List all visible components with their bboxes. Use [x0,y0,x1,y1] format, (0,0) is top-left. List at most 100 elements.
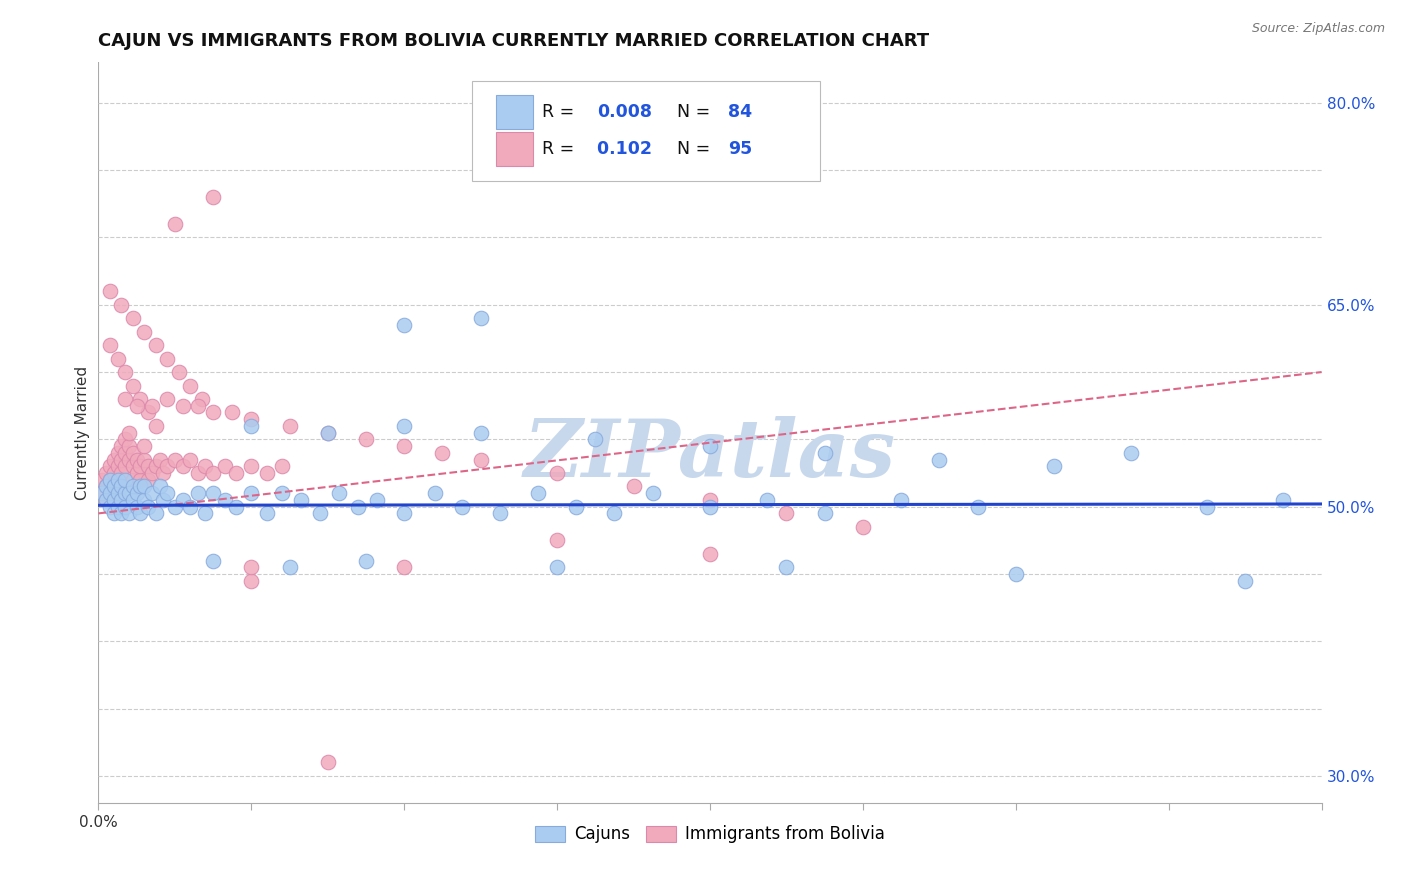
Point [94,492,117,507]
Point [152,492,174,507]
Point [392,318,416,332]
Point [392,560,416,574]
Point [775,507,797,521]
Point [546,533,568,548]
Point [156,392,179,406]
Point [163,452,186,467]
Point [121,378,143,392]
Text: 0.008: 0.008 [598,103,652,121]
Point [583,433,606,447]
Point [623,479,645,493]
Point [1272,492,1295,507]
Text: CAJUN VS IMMIGRANTS FROM BOLIVIA CURRENTLY MARRIED CORRELATION CHART: CAJUN VS IMMIGRANTS FROM BOLIVIA CURRENT… [98,32,929,50]
Point [145,507,167,521]
Point [149,479,172,493]
Point [98,486,121,500]
Point [94,492,117,507]
Point [699,500,721,514]
Point [114,459,136,474]
Point [114,500,136,514]
Point [129,473,152,487]
Text: Source: ZipAtlas.com: Source: ZipAtlas.com [1251,22,1385,36]
Point [1004,566,1026,581]
Point [172,459,194,474]
Point [110,492,132,507]
Point [450,500,472,514]
Point [107,486,129,500]
Point [202,553,225,567]
Point [202,486,225,500]
Point [136,500,159,514]
Point [221,405,243,419]
Point [125,452,148,467]
Point [98,338,121,352]
Point [194,507,217,521]
Point [107,351,129,366]
Point [187,399,209,413]
Point [129,459,152,474]
Point [347,500,370,514]
Point [118,507,141,521]
Point [546,560,568,574]
Point [309,507,332,521]
Point [270,459,294,474]
Point [699,439,721,453]
FancyBboxPatch shape [496,132,533,166]
Point [152,466,174,480]
Point [194,459,217,474]
Point [121,479,143,493]
Point [114,365,136,379]
Point [114,486,136,500]
Point [103,479,125,493]
Point [134,452,156,467]
Point [470,311,492,326]
Point [91,473,114,487]
Point [167,365,190,379]
Point [163,500,186,514]
Point [546,466,568,480]
Point [179,378,201,392]
Point [136,473,159,487]
Point [214,492,236,507]
Point [527,486,550,500]
Point [103,452,125,467]
Point [699,492,721,507]
FancyBboxPatch shape [471,81,820,181]
Point [141,486,163,500]
Point [110,466,132,480]
Point [172,399,194,413]
Point [240,459,263,474]
Point [240,412,263,426]
Point [392,439,416,453]
Point [134,439,156,453]
Point [179,452,201,467]
Text: 95: 95 [728,140,752,158]
Point [121,446,143,460]
Point [270,486,294,500]
Point [488,507,510,521]
Point [814,446,837,460]
Point [121,473,143,487]
Point [225,466,247,480]
Point [125,399,148,413]
Text: 84: 84 [728,103,752,121]
Point [110,298,132,312]
Point [103,492,125,507]
Point [110,479,132,493]
Text: 0.102: 0.102 [592,140,652,158]
Point [103,507,125,521]
Point [94,479,117,493]
Point [699,547,721,561]
Point [256,507,278,521]
Text: N =: N = [678,103,716,121]
Point [98,459,121,474]
Point [156,459,179,474]
Point [290,492,312,507]
Point [125,500,148,514]
Point [179,500,201,514]
Point [136,405,159,419]
Point [432,446,454,460]
Point [98,486,121,500]
Point [187,486,209,500]
Legend: Cajuns, Immigrants from Bolivia: Cajuns, Immigrants from Bolivia [529,819,891,850]
